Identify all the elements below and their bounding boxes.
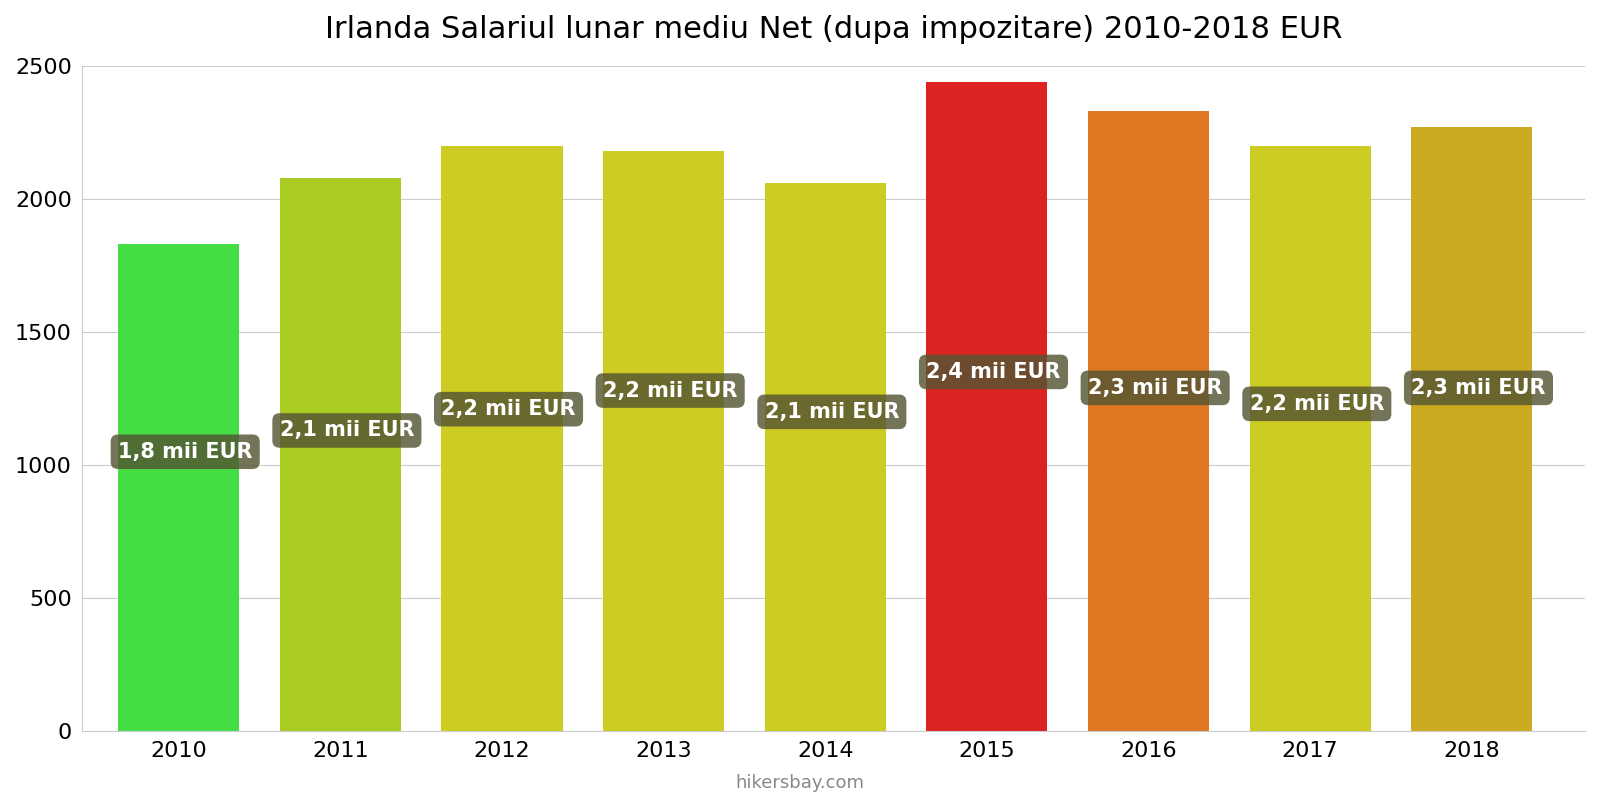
- Bar: [1411, 127, 1533, 731]
- Text: 2,2 mii EUR: 2,2 mii EUR: [603, 381, 738, 401]
- Bar: [1250, 146, 1371, 731]
- Bar: [926, 82, 1048, 731]
- Text: hikersbay.com: hikersbay.com: [736, 774, 864, 792]
- Bar: [280, 178, 402, 731]
- Bar: [442, 146, 563, 731]
- Bar: [603, 151, 725, 731]
- Text: 2,1 mii EUR: 2,1 mii EUR: [280, 421, 414, 441]
- Text: 1,8 mii EUR: 1,8 mii EUR: [118, 442, 253, 462]
- Bar: [118, 244, 240, 731]
- Text: 2,2 mii EUR: 2,2 mii EUR: [442, 399, 576, 419]
- Text: 2,1 mii EUR: 2,1 mii EUR: [765, 402, 899, 422]
- Text: 2,2 mii EUR: 2,2 mii EUR: [1250, 394, 1384, 414]
- Title: Irlanda Salariul lunar mediu Net (dupa impozitare) 2010-2018 EUR: Irlanda Salariul lunar mediu Net (dupa i…: [325, 15, 1342, 44]
- Text: 2,4 mii EUR: 2,4 mii EUR: [926, 362, 1061, 382]
- Bar: [765, 183, 886, 731]
- Bar: [1088, 111, 1210, 731]
- Text: 2,3 mii EUR: 2,3 mii EUR: [1088, 378, 1222, 398]
- Text: 2,3 mii EUR: 2,3 mii EUR: [1411, 378, 1546, 398]
